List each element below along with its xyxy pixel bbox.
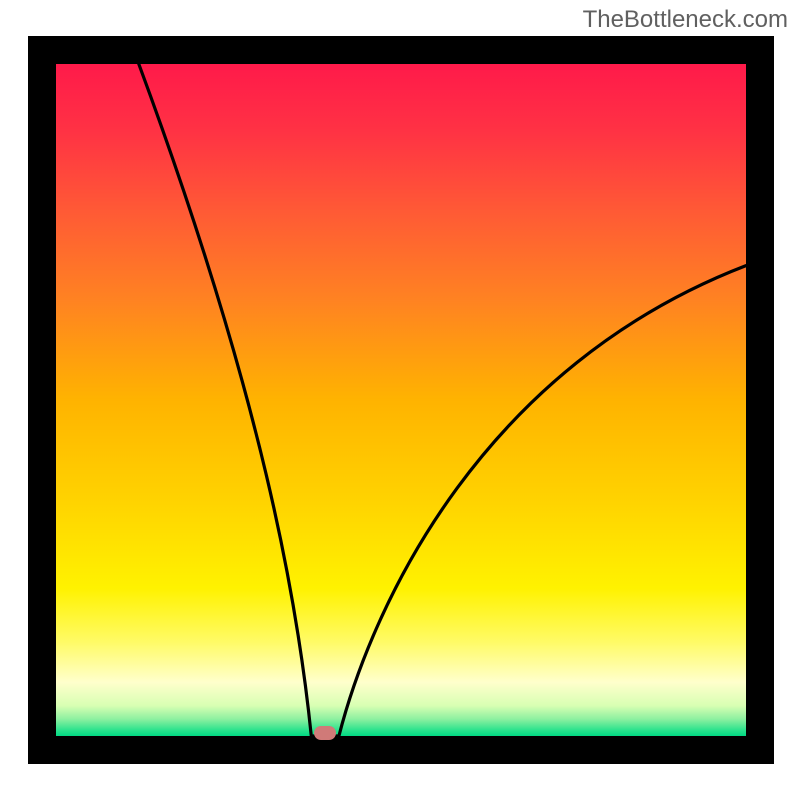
chart-stage: TheBottleneck.com	[0, 0, 800, 800]
bottleneck-curve	[0, 0, 800, 800]
minimum-marker	[314, 726, 336, 740]
curve-path	[139, 64, 746, 736]
attribution-text: TheBottleneck.com	[583, 6, 788, 34]
